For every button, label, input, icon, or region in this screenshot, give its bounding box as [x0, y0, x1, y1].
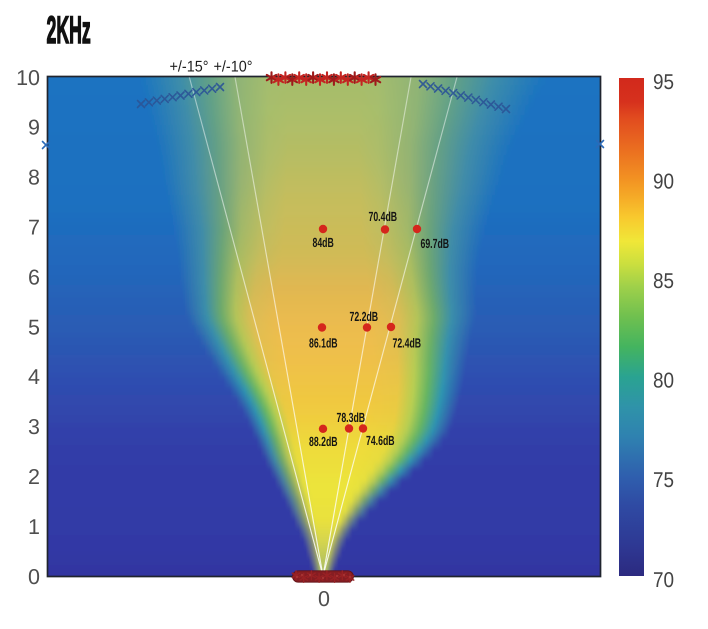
- svg-text:88.2dB: 88.2dB: [309, 434, 338, 449]
- svg-text:74.6dB: 74.6dB: [366, 433, 395, 448]
- svg-text:78.3dB: 78.3dB: [337, 410, 366, 425]
- svg-text:+/-15°: +/-15°: [169, 59, 208, 76]
- svg-text:9: 9: [28, 116, 40, 140]
- svg-text:72.4dB: 72.4dB: [393, 336, 422, 351]
- svg-text:8: 8: [28, 166, 40, 190]
- svg-text:5: 5: [28, 315, 40, 339]
- svg-text:2KHz: 2KHz: [47, 9, 91, 52]
- svg-text:0: 0: [318, 587, 330, 611]
- svg-text:70.4dB: 70.4dB: [369, 209, 398, 224]
- svg-text:95: 95: [653, 70, 674, 94]
- svg-text:90: 90: [653, 169, 674, 193]
- svg-text:10: 10: [16, 66, 40, 90]
- svg-text:+/-10°: +/-10°: [213, 59, 252, 76]
- svg-text:4: 4: [28, 365, 40, 389]
- svg-text:6: 6: [28, 265, 40, 289]
- svg-text:72.2dB: 72.2dB: [350, 309, 379, 324]
- svg-text:69.7dB: 69.7dB: [421, 236, 450, 251]
- svg-text:2: 2: [28, 465, 40, 489]
- svg-text:7: 7: [28, 216, 40, 240]
- svg-text:1: 1: [28, 515, 40, 539]
- svg-text:86.1dB: 86.1dB: [309, 336, 338, 351]
- svg-text:80: 80: [653, 369, 674, 393]
- svg-text:70: 70: [653, 568, 674, 592]
- svg-text:75: 75: [653, 468, 674, 492]
- svg-text:3: 3: [28, 415, 40, 439]
- svg-text:85: 85: [653, 269, 674, 293]
- svg-text:84dB: 84dB: [313, 235, 334, 250]
- svg-text:0: 0: [28, 565, 40, 589]
